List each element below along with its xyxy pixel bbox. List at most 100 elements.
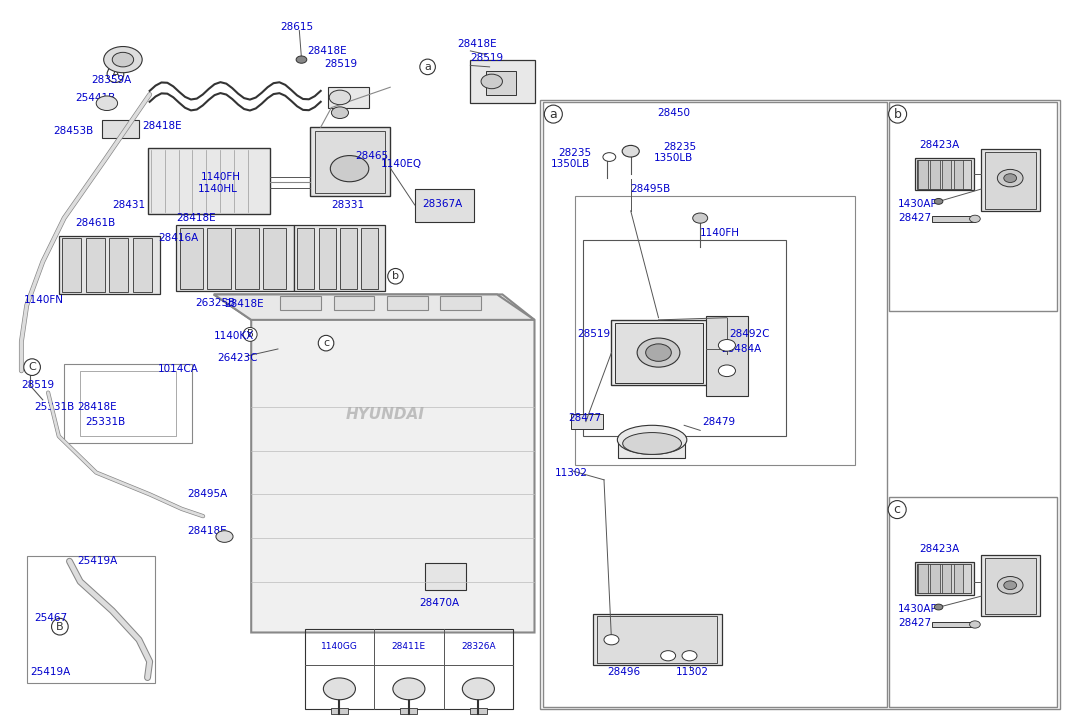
Circle shape (1004, 174, 1017, 182)
Bar (543, 102, 887, 707)
Text: 1350LB: 1350LB (551, 159, 590, 169)
Bar (340, 228, 357, 289)
Text: a: a (424, 62, 431, 72)
Circle shape (329, 90, 351, 105)
Bar (109, 238, 128, 292)
Circle shape (1004, 581, 1017, 590)
Bar (954, 564, 963, 593)
Circle shape (392, 678, 424, 699)
Text: 28427: 28427 (898, 618, 931, 628)
Text: 28431: 28431 (112, 200, 145, 210)
Ellipse shape (618, 425, 686, 454)
Ellipse shape (622, 433, 682, 454)
Polygon shape (214, 294, 534, 320)
Text: 25467: 25467 (34, 613, 67, 623)
Text: 28416A: 28416A (158, 233, 199, 243)
Bar (985, 152, 1036, 209)
Text: 28427: 28427 (898, 213, 931, 223)
Text: B: B (247, 329, 253, 340)
Bar (930, 160, 940, 189)
Bar (328, 87, 369, 108)
Bar (932, 216, 975, 222)
Bar (981, 555, 1040, 616)
Bar (593, 614, 722, 665)
Text: 28418E: 28418E (307, 46, 346, 56)
Text: 26423C: 26423C (217, 353, 258, 363)
Bar (942, 564, 951, 593)
Bar (176, 225, 294, 291)
Text: 1430AP: 1430AP (898, 604, 938, 614)
Circle shape (997, 169, 1023, 187)
Bar (985, 558, 1036, 614)
Bar (915, 562, 974, 595)
Text: 28418E: 28418E (176, 213, 216, 223)
Text: C: C (28, 362, 36, 372)
Text: 25331B: 25331B (86, 417, 126, 427)
Bar (235, 228, 259, 289)
Bar (540, 100, 1060, 709)
Bar (294, 225, 385, 291)
Text: 25419A: 25419A (30, 667, 71, 678)
Circle shape (637, 338, 680, 367)
Circle shape (934, 198, 943, 204)
Text: 1350LB: 1350LB (654, 153, 694, 164)
Text: 1140FH: 1140FH (201, 172, 241, 182)
Circle shape (216, 531, 233, 542)
Text: 28423A: 28423A (919, 140, 960, 150)
Text: 28418E: 28418E (458, 39, 497, 49)
Text: 28615: 28615 (280, 22, 313, 32)
Bar (102, 120, 139, 138)
Circle shape (718, 340, 735, 351)
Bar (889, 102, 1057, 311)
Circle shape (323, 678, 356, 699)
Bar (954, 160, 963, 189)
Bar (305, 629, 513, 709)
Text: 1140FN: 1140FN (24, 294, 63, 305)
Bar (918, 564, 928, 593)
Bar (611, 320, 708, 385)
Circle shape (296, 56, 307, 63)
Text: 1140EQ: 1140EQ (381, 158, 421, 169)
Text: 1014CA: 1014CA (158, 364, 199, 374)
Circle shape (481, 74, 502, 89)
Text: 28495A: 28495A (187, 489, 228, 499)
Circle shape (970, 215, 980, 222)
Bar (319, 228, 336, 289)
Text: 28418E: 28418E (187, 526, 227, 536)
Circle shape (646, 344, 671, 361)
Circle shape (462, 678, 494, 699)
Bar (387, 296, 428, 310)
Circle shape (104, 47, 142, 73)
Text: 1140KX: 1140KX (214, 331, 254, 341)
Bar (62, 238, 81, 292)
Text: 28479: 28479 (702, 417, 735, 427)
Text: 28519: 28519 (21, 380, 55, 390)
Bar (315, 131, 385, 193)
Text: 11302: 11302 (555, 467, 588, 478)
Text: 28477: 28477 (569, 413, 602, 423)
Bar (889, 497, 1057, 707)
Text: 1140GG: 1140GG (321, 642, 358, 651)
Bar (575, 196, 855, 465)
Text: c: c (894, 503, 901, 516)
Text: 28470A: 28470A (419, 598, 460, 608)
Bar (334, 296, 374, 310)
Text: 28418E: 28418E (224, 299, 264, 309)
Bar (942, 160, 951, 189)
Text: 28465: 28465 (355, 151, 388, 161)
Text: 28519: 28519 (470, 53, 503, 63)
Bar (597, 616, 717, 663)
Bar (583, 240, 786, 436)
Bar (470, 60, 534, 103)
Bar (59, 236, 160, 294)
Bar (361, 228, 378, 289)
Text: 28495B: 28495B (631, 184, 671, 194)
Text: 28492C: 28492C (729, 329, 770, 340)
Bar (470, 708, 486, 714)
Circle shape (330, 156, 369, 182)
Text: 28367A: 28367A (422, 198, 463, 209)
Text: b: b (392, 271, 399, 281)
Text: 28453B: 28453B (53, 126, 94, 136)
Circle shape (622, 145, 639, 157)
Text: c: c (323, 338, 329, 348)
